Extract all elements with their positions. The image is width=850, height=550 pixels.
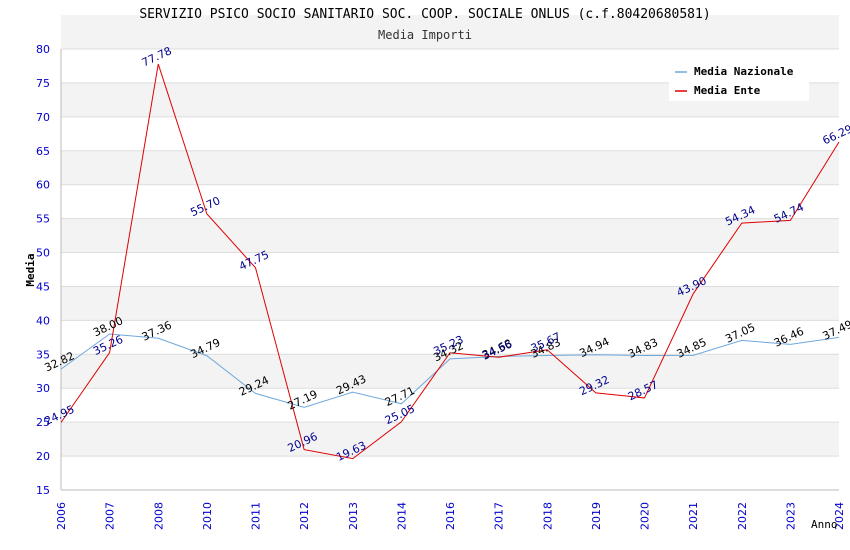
x-tick-2013: 2013 xyxy=(347,502,360,530)
x-tick-2006: 2006 xyxy=(55,502,68,530)
y-tick-80: 80 xyxy=(36,43,50,56)
series-line-media-ente xyxy=(60,63,840,460)
band-grey xyxy=(61,354,839,389)
x-tick-2008: 2008 xyxy=(152,502,165,530)
x-tick-2014: 2014 xyxy=(395,502,408,530)
x-tick-labels: 2006 2007 2008 2010 2011 2012 2013 2014 2016 2017… xyxy=(55,502,846,530)
band-grey xyxy=(61,15,839,49)
legend: Media Nazionale Media Ente xyxy=(669,61,809,101)
chart-title: SERVIZIO PSICO SOCIO SANITARIO SOC. COOP… xyxy=(139,7,710,22)
band-grey xyxy=(61,218,839,253)
y-tick-30: 30 xyxy=(36,382,50,395)
band-white xyxy=(61,184,839,219)
x-tick-2017: 2017 xyxy=(493,502,506,530)
x-tick-2020: 2020 xyxy=(639,502,652,530)
y-tick-25: 25 xyxy=(36,416,50,429)
x-tick-2023: 2023 xyxy=(784,502,797,530)
x-tick-2010: 2010 xyxy=(201,502,214,530)
x-tick-2022: 2022 xyxy=(736,502,749,530)
axes xyxy=(60,49,839,491)
band-white xyxy=(61,116,839,151)
x-tick-2007: 2007 xyxy=(104,502,117,530)
series-line-media-nazionale xyxy=(60,333,840,408)
band-grey xyxy=(61,286,839,321)
y-tick-65: 65 xyxy=(36,145,50,158)
band-white xyxy=(61,388,839,423)
x-tick-2012: 2012 xyxy=(298,502,311,530)
y-tick-75: 75 xyxy=(36,77,50,90)
x-tick-2024: 2024 xyxy=(833,502,846,530)
series-lines xyxy=(60,63,840,460)
y-tick-20: 20 xyxy=(36,450,50,463)
legend-label-media-nazionale: Media Nazionale xyxy=(694,65,794,78)
chart-subtitle: Media Importi xyxy=(378,28,472,42)
band-white xyxy=(61,456,839,490)
y-tick-35: 35 xyxy=(36,348,50,361)
y-tick-45: 45 xyxy=(36,280,50,293)
band-white xyxy=(61,320,839,355)
y-tick-70: 70 xyxy=(36,111,50,124)
y-tick-55: 55 xyxy=(36,213,50,226)
y-tick-labels: 15 20 25 30 35 40 45 50 55 60 65 70 75 80 xyxy=(36,43,50,497)
x-tick-2021: 2021 xyxy=(687,502,700,530)
y-tick-50: 50 xyxy=(36,247,50,260)
band-grey xyxy=(61,150,839,185)
legend-label-media-ente: Media Ente xyxy=(694,84,761,97)
y-axis-label: Media xyxy=(24,253,37,286)
x-tick-2011: 2011 xyxy=(250,502,263,530)
band-grey xyxy=(61,422,839,457)
gridlines xyxy=(61,48,839,491)
band-white xyxy=(61,252,839,287)
y-tick-60: 60 xyxy=(36,179,50,192)
legend-box xyxy=(669,61,809,101)
x-tick-2019: 2019 xyxy=(590,502,603,530)
y-tick-15: 15 xyxy=(36,484,50,497)
y-tick-40: 40 xyxy=(36,314,50,327)
x-tick-2018: 2018 xyxy=(541,502,554,530)
x-tick-2016: 2016 xyxy=(444,502,457,530)
x-axis-label: Anno xyxy=(811,518,838,531)
